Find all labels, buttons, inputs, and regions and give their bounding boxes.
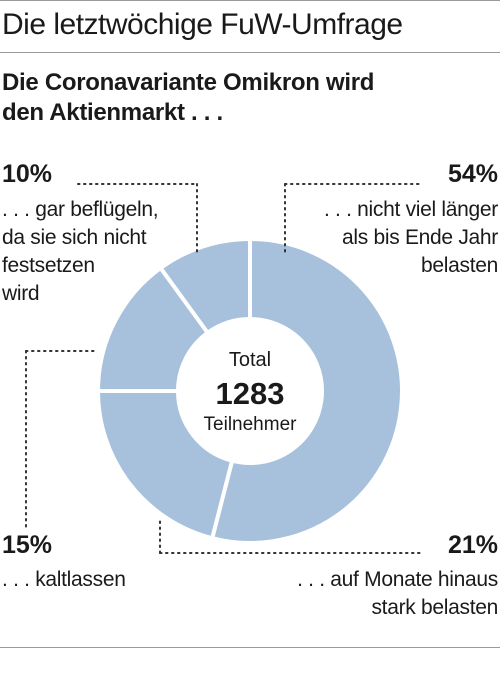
donut-slices xyxy=(96,237,404,545)
slice-pct-label: 10% xyxy=(2,160,53,188)
slice-description-line: . . . auf Monate hinaus xyxy=(297,568,498,591)
kicker-heading: Die letztwöchige FuW-Umfrage xyxy=(2,8,403,41)
slice-description: . . . nicht viel länger als bis Ende Jah… xyxy=(268,196,498,280)
slice-description-line: . . . gar beflügeln, xyxy=(2,198,159,221)
slice-description-line: da sie sich nicht xyxy=(2,226,147,249)
donut-slice xyxy=(158,237,252,335)
slice-description-line: stark belasten xyxy=(371,596,498,619)
donut-slice xyxy=(96,389,235,541)
chart-title: Die Coronavariante Omikron wird den Akti… xyxy=(2,68,482,128)
leader-lines xyxy=(25,183,421,554)
donut-center-label: Total 1283 Teilnehmer xyxy=(204,349,298,435)
slice-pct-label: 15% xyxy=(2,531,53,559)
slice-description-line: . . . kaltlassen xyxy=(2,568,126,591)
slice-pct-label: 54% xyxy=(447,160,498,188)
center-participants-label: Teilnehmer xyxy=(204,414,298,435)
slice-description-line: festsetzen xyxy=(2,254,95,277)
slice-description-line: belasten xyxy=(421,254,498,277)
slice-description: . . . kaltlassen xyxy=(2,566,202,594)
kicker-rule xyxy=(0,52,500,53)
slice-description: . . . gar beflügeln, da sie sich nicht f… xyxy=(2,196,202,308)
bottom-rule xyxy=(0,647,500,648)
slice-description-line: . . . nicht viel länger xyxy=(323,198,498,221)
center-total-value: 1283 xyxy=(216,376,285,411)
top-rule xyxy=(0,0,500,1)
donut-hole xyxy=(180,321,320,461)
center-total-label: Total xyxy=(229,349,271,371)
donut-slice xyxy=(210,237,404,545)
slice-description-line: wird xyxy=(2,282,40,305)
slice-description: . . . auf Monate hinaus stark belasten xyxy=(258,566,498,622)
chart-title-line-2: den Aktienmarkt . . . xyxy=(2,99,223,126)
slice-description-line: als bis Ende Jahr xyxy=(342,226,498,249)
chart-title-line-1: Die Coronavariante Omikron wird xyxy=(2,69,375,96)
slice-pct-label: 21% xyxy=(447,531,498,559)
